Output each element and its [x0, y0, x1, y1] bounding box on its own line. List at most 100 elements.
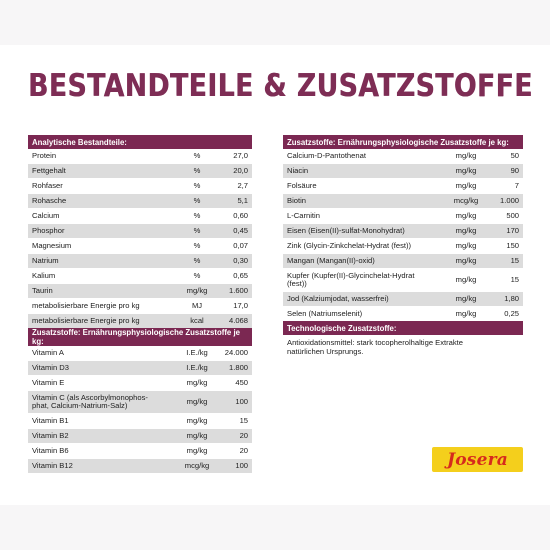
row-value: 2,7	[216, 178, 253, 194]
row-label: Vitamin B6	[28, 443, 178, 459]
table-row: Taurin mg/kg 1.600	[28, 283, 253, 299]
row-unit: mg/kg	[443, 291, 489, 307]
row-label: Calcium-D-Pantothenat	[283, 149, 443, 164]
table-row: Phosphor% 0,45	[28, 223, 253, 239]
row-unit: %	[178, 238, 216, 254]
row-value: 20	[216, 428, 253, 444]
table-row: Kalium% 0,65	[28, 268, 253, 284]
row-label: metabolisierbare Energie pro kg	[28, 313, 178, 329]
page-title: BESTANDTEILE & ZUSATZSTOFFE	[28, 68, 533, 104]
table-row: Vitamin D3 I.E./kg 1.800	[28, 360, 253, 376]
table-row: metabolisierbare Energie pro kg MJ 17,0	[28, 298, 253, 314]
row-unit: mg/kg	[178, 375, 216, 391]
table-row: Zink (Glycin-Zinkchelat-Hydrat (fest)) mg…	[283, 238, 524, 254]
row-value: 50	[489, 149, 524, 164]
row-label: Kalium	[28, 268, 178, 284]
table-row: Natrium% 0,30	[28, 253, 253, 269]
vitamins-table-header: Zusatzstoffe: Ernährungsphysiologische Z…	[28, 328, 253, 346]
row-unit: mg/kg	[178, 283, 216, 299]
row-label: Taurin	[28, 283, 178, 299]
row-value: 1.800	[216, 360, 253, 376]
row-value: 7	[489, 178, 524, 194]
table-row: metabolisierbare Energie pro kg kcal 4.068	[28, 313, 253, 329]
row-label: Niacin	[283, 163, 443, 179]
row-value: 450	[216, 375, 253, 391]
row-label: Folsäure	[283, 178, 443, 194]
row-label: Vitamin D3	[28, 360, 178, 376]
row-label: Fettgehalt	[28, 163, 178, 179]
row-unit: mg/kg	[443, 208, 489, 224]
row-value: 100	[216, 390, 253, 414]
row-value: 150	[489, 238, 524, 254]
row-value: 20,0	[216, 163, 253, 179]
row-unit: kcal	[178, 313, 216, 329]
row-label: Phosphor	[28, 223, 178, 239]
row-label: Zink (Glycin-Zinkchelat-Hydrat (fest))	[283, 238, 443, 254]
table-row: Vitamin A I.E./kg 24.000	[28, 346, 253, 361]
row-unit: %	[178, 149, 216, 164]
row-value: 0,60	[216, 208, 253, 224]
row-unit: %	[178, 208, 216, 224]
row-value: 0,07	[216, 238, 253, 254]
row-unit: I.E./kg	[178, 360, 216, 376]
row-label: Calcium	[28, 208, 178, 224]
row-value: 1,80	[489, 291, 524, 307]
technological-table: Technologische Zusatzstoffe: Antioxidati…	[283, 321, 523, 360]
technological-text: Antioxidationsmittel: stark tocopherolha…	[283, 335, 523, 360]
row-label: Natrium	[28, 253, 178, 269]
row-unit: mg/kg	[443, 178, 489, 194]
row-unit: %	[178, 253, 216, 269]
table-row: Rohfaser% 2,7	[28, 178, 253, 194]
table-row: Magnesium% 0,07	[28, 238, 253, 254]
analytic-table: Analytische Bestandteile: Protein% 27,0 Fe…	[28, 135, 253, 329]
row-unit: %	[178, 268, 216, 284]
row-value: 27,0	[216, 149, 253, 164]
row-value: 1.000	[489, 193, 524, 209]
technological-table-header: Technologische Zusatzstoffe:	[283, 321, 523, 335]
table-row: Niacin mg/kg 90	[283, 163, 524, 179]
table-row: L-Carnitin mg/kg 500	[283, 208, 524, 224]
row-label: Vitamin B1	[28, 413, 178, 429]
logo-text: Josera	[447, 449, 508, 470]
row-label: Biotin	[283, 193, 443, 209]
table-row: Rohasche% 5,1	[28, 193, 253, 209]
table-row: Folsäure mg/kg 7	[283, 178, 524, 194]
row-unit: mcg/kg	[178, 458, 216, 474]
row-value: 15	[216, 413, 253, 429]
table-row: Fettgehalt% 20,0	[28, 163, 253, 179]
row-value: 0,65	[216, 268, 253, 284]
table-row: Jod (Kalziumjodat, wasserfrei) mg/kg 1,80	[283, 291, 524, 307]
row-unit: %	[178, 163, 216, 179]
row-value: 500	[489, 208, 524, 224]
row-value: 15	[489, 253, 524, 269]
row-value: 100	[216, 458, 253, 474]
table-row: Eisen (Eisen(II)-sulfat-Monohydrat) mg/kg…	[283, 223, 524, 239]
vitamins-table: Zusatzstoffe: Ernährungsphysiologische Z…	[28, 328, 253, 474]
table-row: Vitamin B6 mg/kg 20	[28, 443, 253, 459]
table-row: Selen (Natriumselenit) mg/kg 0,25	[283, 306, 524, 322]
analytic-table-header: Analytische Bestandteile:	[28, 135, 253, 149]
row-label: Rohasche	[28, 193, 178, 209]
row-label: Eisen (Eisen(II)-sulfat-Monohydrat)	[283, 223, 443, 239]
minerals-table: Zusatzstoffe: Ernährungsphysiologische Z…	[283, 135, 524, 322]
row-unit: mg/kg	[443, 253, 489, 269]
row-unit: I.E./kg	[178, 346, 216, 361]
row-unit: mg/kg	[443, 223, 489, 239]
row-value: 0,30	[216, 253, 253, 269]
row-unit: mg/kg	[443, 149, 489, 164]
row-label: Vitamin B2	[28, 428, 178, 444]
row-unit: mg/kg	[443, 306, 489, 322]
row-value: 20	[216, 443, 253, 459]
table-row: Kupfer (Kupfer(II)-Glycinchelat-Hydrat (…	[283, 268, 524, 292]
row-value: 0,45	[216, 223, 253, 239]
table-row: Calcium-D-Pantothenat mg/kg 50	[283, 149, 524, 164]
row-unit: %	[178, 223, 216, 239]
table-row: Calcium% 0,60	[28, 208, 253, 224]
row-label: Jod (Kalziumjodat, wasserfrei)	[283, 291, 443, 307]
row-label: Mangan (Mangan(II)-oxid)	[283, 253, 443, 269]
row-unit: mg/kg	[443, 163, 489, 179]
row-label: Vitamin E	[28, 375, 178, 391]
row-label: Vitamin B12	[28, 458, 178, 474]
table-row: Vitamin B2 mg/kg 20	[28, 428, 253, 444]
